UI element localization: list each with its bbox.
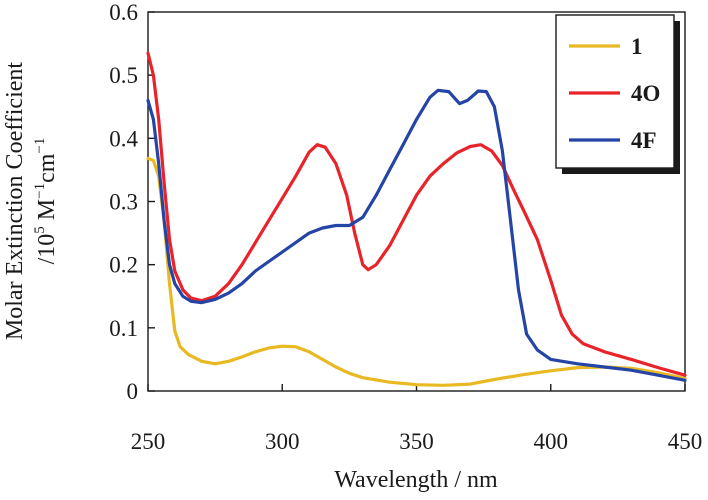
y-unit-exp-5: 5: [32, 226, 48, 234]
y-tick-label: 0.1: [109, 316, 138, 341]
series-line-1: [146, 156, 687, 387]
x-tick-labels: 250 300 350 400 450: [131, 429, 703, 454]
y-unit-exp-cm: −1: [32, 138, 48, 154]
y-tick-label: 0.2: [109, 253, 138, 278]
x-tick-label: 300: [265, 429, 300, 454]
legend-label-4o: 4O: [631, 81, 660, 106]
y-tick-label: 0.3: [109, 190, 138, 215]
y-tick-labels: 0 0.1 0.2 0.3 0.4 0.5 0.6: [109, 0, 138, 404]
series-group: [146, 51, 687, 387]
x-axis-title: Wavelength / nm: [334, 467, 498, 493]
x-tick-label: 450: [668, 429, 703, 454]
x-tick-label: 250: [131, 429, 166, 454]
y-axis-title-line1: Molar Extinction Coefficient: [2, 62, 28, 340]
series-line-4o: [146, 51, 687, 377]
y-unit-cm: cm: [34, 153, 60, 183]
y-unit-molar: M: [34, 199, 60, 226]
legend-label-4f: 4F: [631, 128, 657, 153]
legend-items: 1 4O 4F: [569, 34, 660, 153]
x-tick-label: 400: [534, 429, 569, 454]
y-tick-label: 0.5: [109, 63, 138, 88]
y-axis-title-line2: /105 M−1cm−1: [32, 138, 60, 265]
y-tick-label: 0.4: [109, 126, 138, 151]
x-tick-label: 350: [399, 429, 434, 454]
y-tick-label: 0.6: [109, 0, 138, 25]
y-tick-label: 0: [127, 379, 139, 404]
legend: 1 4O 4F: [555, 14, 680, 174]
series-line-4f: [146, 88, 687, 382]
y-unit-prefix: /10: [34, 234, 60, 265]
y-unit-exp-molar: −1: [32, 183, 48, 199]
legend-label-1: 1: [631, 34, 643, 59]
